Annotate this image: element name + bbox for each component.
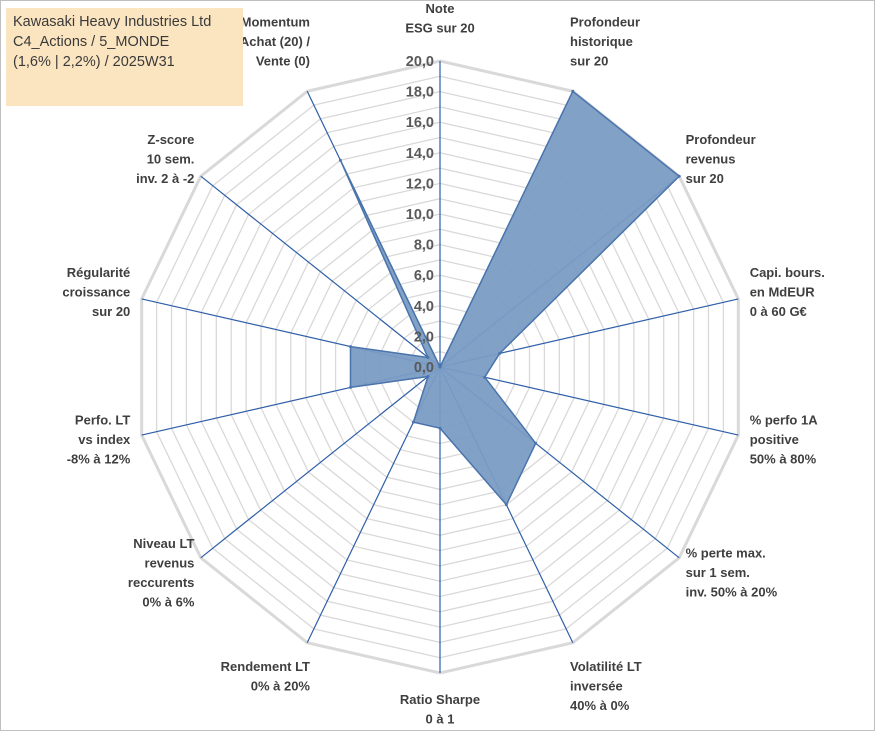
title-line-1: Kawasaki Heavy Industries Ltd	[13, 14, 212, 30]
title-box: Kawasaki Heavy Industries Ltd C4_Actions…	[6, 8, 243, 106]
series-point	[426, 356, 430, 359]
series-point	[498, 351, 502, 355]
axis-label: Z-score 10 sem. inv. 2 à -2	[136, 132, 194, 186]
series-point	[426, 375, 430, 378]
axis-label: Momentum Achat (20) / Vente (0)	[240, 14, 310, 68]
axis-label: Profondeur historique sur 20	[570, 14, 640, 68]
axis-spoke	[200, 175, 441, 368]
tick-label: 0,0	[414, 360, 434, 376]
axis-label: Capi. bours. en MdEUR 0 à 60 G€	[750, 265, 825, 319]
series-point	[438, 426, 442, 430]
series-point	[677, 174, 681, 178]
series-point	[438, 365, 442, 369]
axis-label: Volatilité LT inversée 40% à 0%	[570, 659, 642, 713]
tick-label: 6,0	[414, 268, 434, 284]
tick-label: 4,0	[414, 299, 434, 315]
tick-label: 2,0	[414, 329, 434, 345]
tick-label: 8,0	[414, 238, 434, 254]
axis-label: Note ESG sur 20	[405, 1, 474, 36]
axis-label: Régularité croissance sur 20	[62, 265, 130, 319]
series-point	[411, 420, 415, 424]
tick-label: 14,0	[406, 146, 434, 162]
axis-spoke	[200, 366, 441, 559]
title-line-3: (1,6% | 2,2%) / 2025W31	[13, 54, 175, 70]
series-point	[504, 503, 508, 507]
series-point	[534, 441, 538, 445]
series-point	[349, 345, 352, 349]
series-point	[483, 375, 487, 379]
series-point	[338, 158, 342, 162]
tick-label: 18,0	[406, 85, 434, 101]
radar-series	[338, 89, 681, 507]
axis-spoke	[439, 366, 739, 436]
axis-label: Rendement LT 0% à 20%	[221, 659, 311, 694]
tick-label: 16,0	[406, 115, 434, 131]
axis-label: Profondeur revenus sur 20	[686, 132, 756, 186]
radar-tick-labels: 0,0 2,0 4,0 6,0 8,0 10,0 12,0 14,0 16,0 18,0 20,0	[406, 54, 434, 376]
series-point	[349, 385, 352, 389]
tick-label: 12,0	[406, 176, 434, 192]
axis-label: % perte max. sur 1 sem. inv. 50% à 20%	[686, 546, 778, 600]
title-line-2: C4_Actions / 5_MONDE	[13, 34, 170, 50]
radar-axis-labels: Note ESG sur 20 Profondeur historique sur 20…	[62, 1, 824, 727]
axis-label: Perfo. LT vs index -8% à 12%	[67, 413, 131, 467]
axis-label: Ratio Sharpe 0 à 1	[400, 692, 480, 727]
axis-label: % perfo 1A positive 50% à 80%	[750, 413, 819, 467]
tick-label: 10,0	[406, 207, 434, 223]
tick-label: 20,0	[406, 54, 434, 70]
series-point	[571, 89, 575, 93]
axis-label: Niveau LT revenus reccurents 0% à 6%	[128, 536, 195, 610]
